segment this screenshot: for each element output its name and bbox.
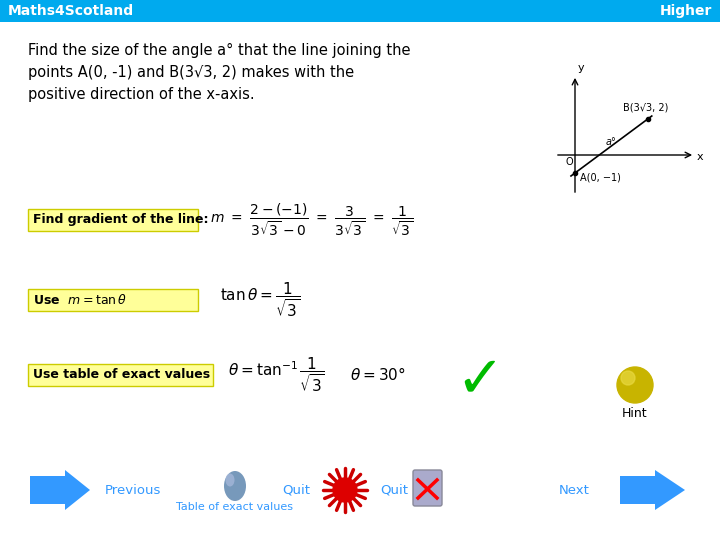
Text: Quit: Quit: [282, 483, 310, 496]
Text: points A(0, -1) and B(3√3, 2) makes with the: points A(0, -1) and B(3√3, 2) makes with…: [28, 64, 354, 79]
Text: ✓: ✓: [456, 352, 505, 408]
Text: Previous: Previous: [105, 483, 161, 496]
Text: y: y: [578, 63, 585, 73]
FancyBboxPatch shape: [28, 364, 213, 386]
Polygon shape: [30, 470, 90, 510]
Circle shape: [621, 371, 635, 385]
Circle shape: [333, 478, 357, 502]
Text: Table of exact values: Table of exact values: [176, 502, 294, 512]
Text: B(3√3, 2): B(3√3, 2): [623, 102, 668, 112]
Ellipse shape: [224, 471, 246, 501]
Text: positive direction of the x-axis.: positive direction of the x-axis.: [28, 86, 255, 102]
Text: $m\ =\ \dfrac{2-(-1)}{3\sqrt{3}-0}\ =\ \dfrac{3}{3\sqrt{3}}\ =\ \dfrac{1}{\sqrt{: $m\ =\ \dfrac{2-(-1)}{3\sqrt{3}-0}\ =\ \…: [210, 202, 413, 238]
Text: Maths4Scotland: Maths4Scotland: [8, 4, 134, 18]
Text: O: O: [566, 157, 574, 167]
Text: Hint: Hint: [622, 407, 648, 420]
Text: Higher: Higher: [660, 4, 712, 18]
Text: Use  $m = \tan\theta$: Use $m = \tan\theta$: [33, 293, 127, 307]
FancyBboxPatch shape: [28, 209, 198, 231]
Circle shape: [617, 367, 653, 403]
Text: $\theta = 30°$: $\theta = 30°$: [350, 367, 405, 383]
Text: Quit: Quit: [380, 483, 408, 496]
Text: Find gradient of the line:: Find gradient of the line:: [33, 213, 209, 226]
Ellipse shape: [225, 474, 235, 487]
FancyBboxPatch shape: [413, 470, 442, 506]
Text: $\tan\theta = \dfrac{1}{\sqrt{3}}$: $\tan\theta = \dfrac{1}{\sqrt{3}}$: [220, 281, 300, 319]
Text: Next: Next: [559, 483, 590, 496]
Text: x: x: [697, 152, 703, 162]
Text: Find the size of the angle a° that the line joining the: Find the size of the angle a° that the l…: [28, 43, 410, 57]
Text: $\theta = \tan^{-1}\dfrac{1}{\sqrt{3}}$: $\theta = \tan^{-1}\dfrac{1}{\sqrt{3}}$: [228, 356, 325, 394]
Text: $a°$: $a°$: [605, 135, 617, 147]
FancyBboxPatch shape: [28, 289, 198, 311]
Text: A(0, −1): A(0, −1): [580, 173, 621, 183]
Polygon shape: [620, 470, 685, 510]
Text: Use table of exact values: Use table of exact values: [33, 368, 210, 381]
FancyBboxPatch shape: [0, 0, 720, 22]
